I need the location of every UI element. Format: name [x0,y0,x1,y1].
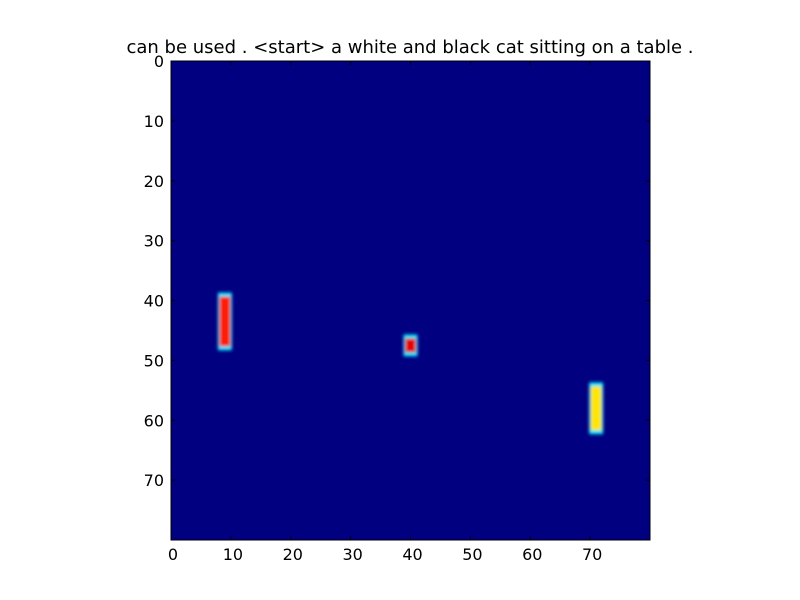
x-tick-label: 30 [342,545,362,564]
x-tick-label: 40 [402,545,422,564]
heatmap-hotspot-bar-middle [403,334,418,357]
x-tick-label: 60 [522,545,542,564]
y-tick-label: 50 [144,351,164,370]
x-tick-label: 70 [582,545,602,564]
x-tick-label: 0 [168,545,178,564]
y-axis: 0 10 20 30 40 50 60 70 [144,52,650,490]
x-tick-label: 10 [223,545,243,564]
y-tick-label: 20 [144,172,164,191]
hotspot-layer [217,292,604,435]
y-tick-label: 30 [144,232,164,251]
hotspot-core [590,386,602,431]
y-tick-label: 10 [144,112,164,131]
chart-title: can be used . <start> a white and black … [126,37,693,58]
plot-area [170,60,651,541]
x-tick-label: 50 [462,545,482,564]
x-axis: 0 10 20 30 40 50 60 70 [168,61,602,564]
y-tick-label: 60 [144,411,164,430]
y-tick-label: 40 [144,292,164,311]
heatmap-background [171,61,650,540]
hotspot-core [219,296,231,347]
x-tick-label: 20 [283,545,303,564]
heatmap-hotspot-bar-left [217,292,232,351]
heatmap-hotspot-bar-right [589,382,604,435]
hotspot-core [405,338,416,353]
y-tick-label: 0 [154,52,164,71]
y-tick-label: 70 [144,471,164,490]
